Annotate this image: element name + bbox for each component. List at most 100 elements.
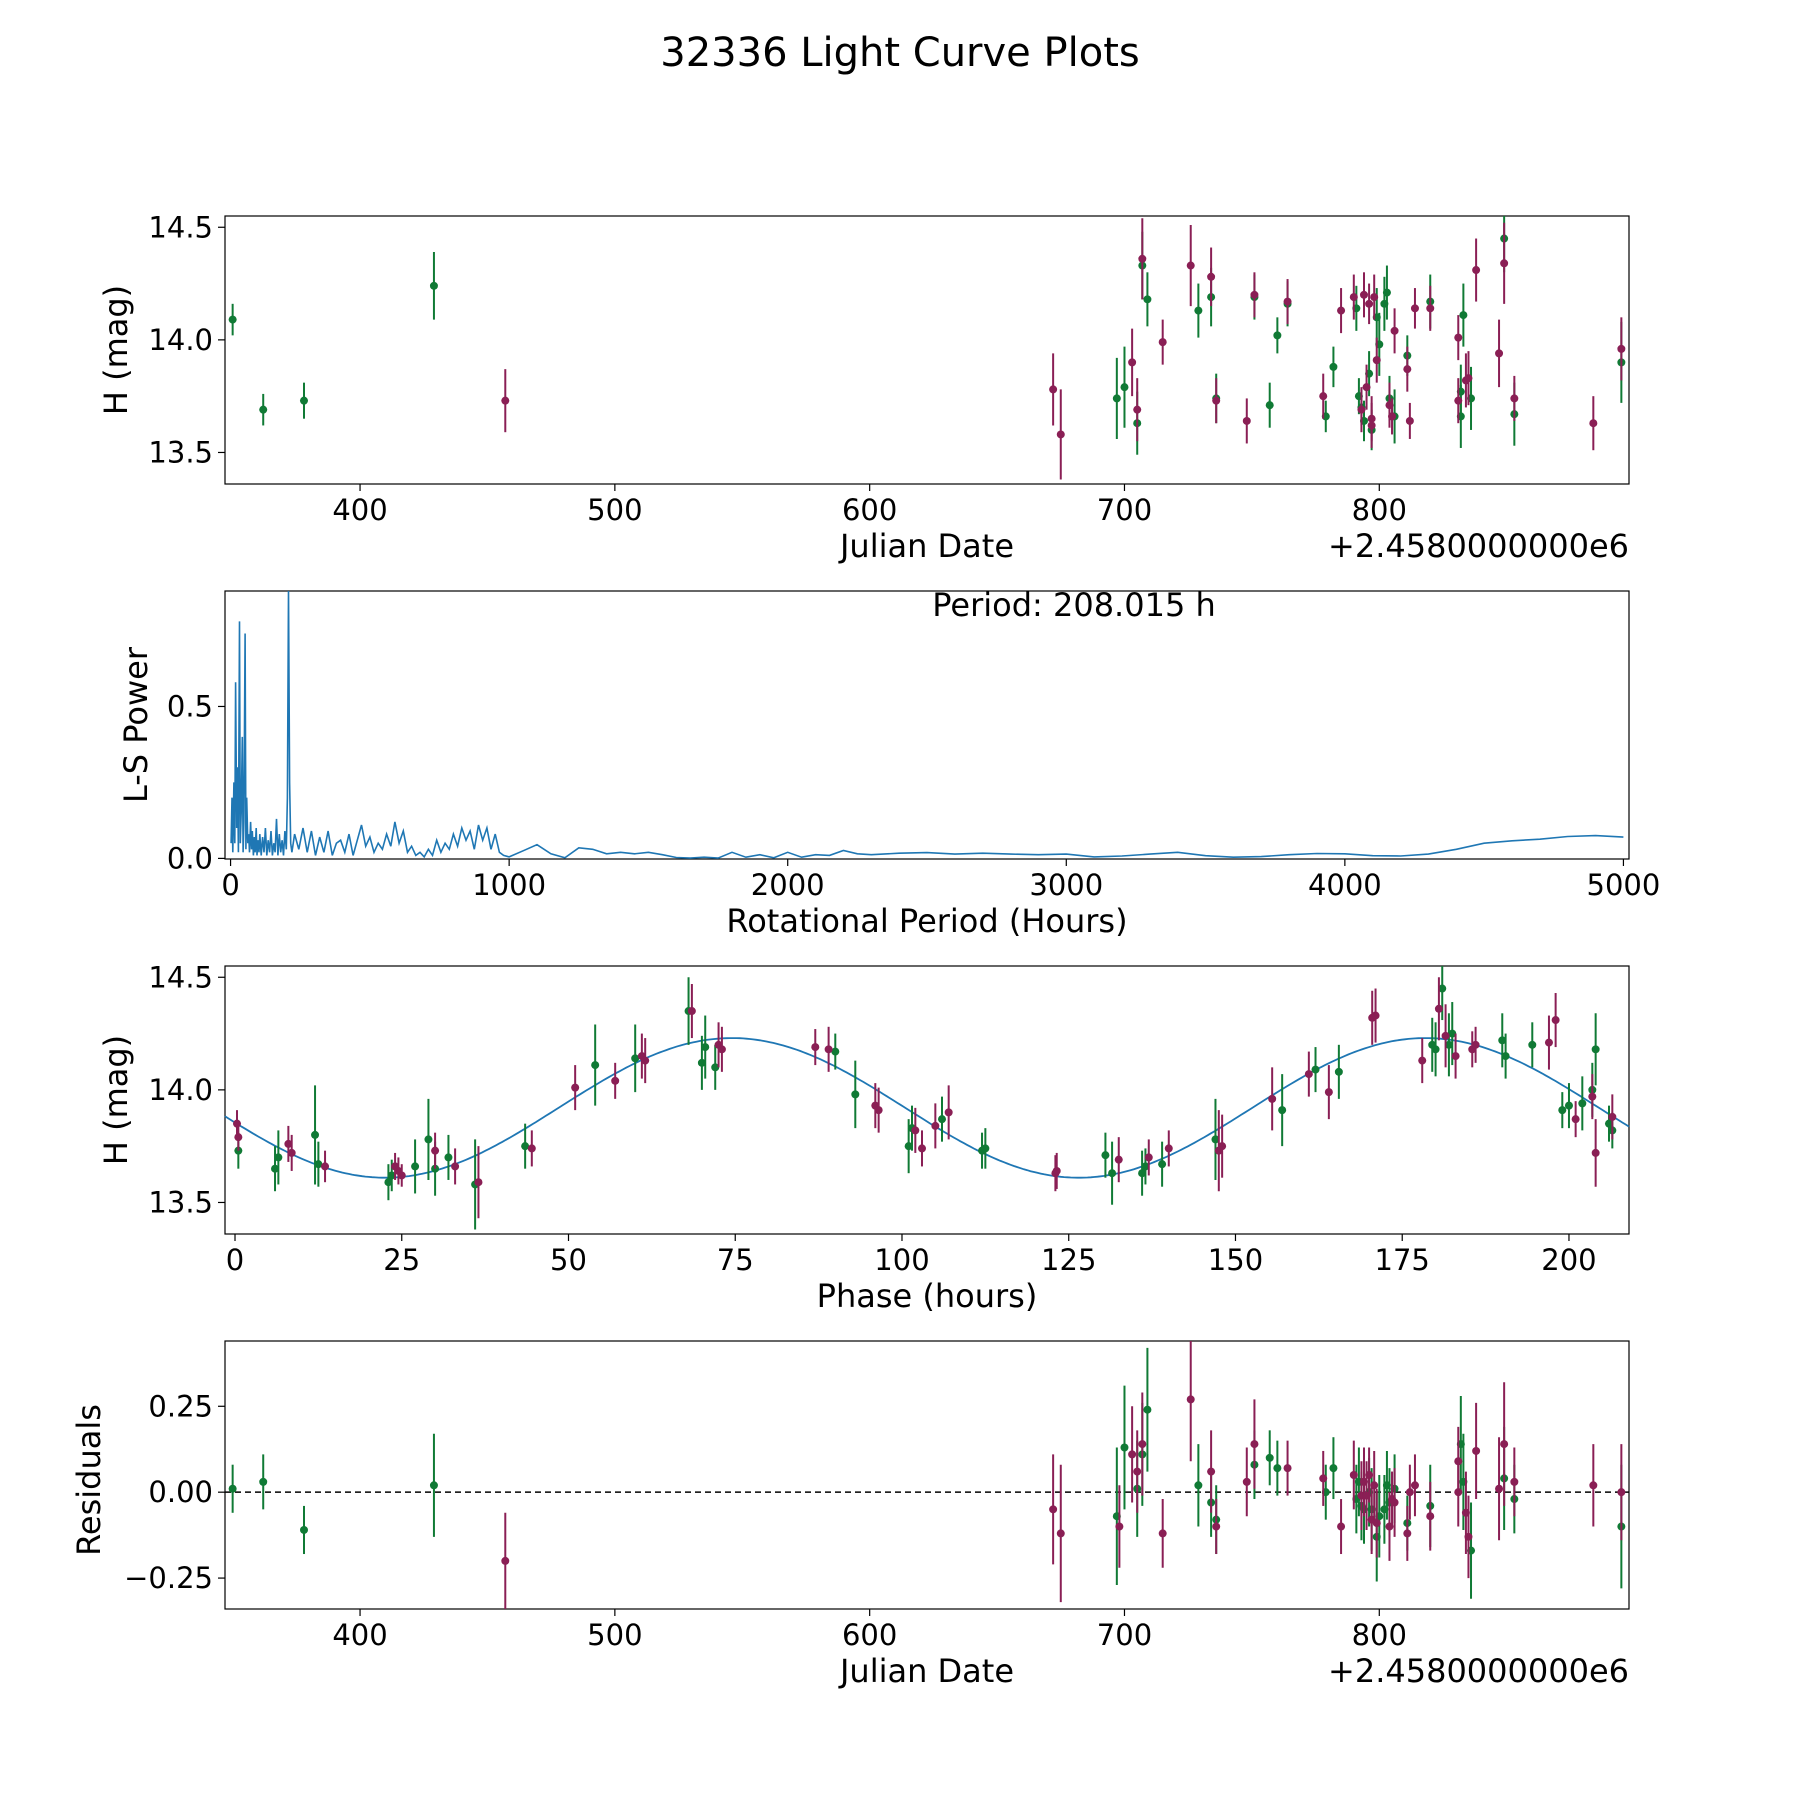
data-point: [1056, 1529, 1065, 1538]
light-curve-offset-label: +2.4580000000e6: [1328, 527, 1629, 565]
data-point: [527, 1144, 536, 1153]
y-tick-label: 0.00: [148, 1475, 213, 1509]
data-point: [259, 1477, 268, 1486]
data-points: [228, 216, 1626, 480]
data-point: [1365, 299, 1374, 308]
data-point: [1138, 1169, 1147, 1178]
data-point: [1218, 1142, 1227, 1151]
phased-curve-panel: 0 25 50 75 100 125 150 175 200 13.5 14.0 14.5 Phase…: [97, 960, 1630, 1315]
period-annotation: Period: 208.015 h: [932, 586, 1216, 624]
light-curve-points: [228, 216, 1626, 480]
data-point: [1108, 1169, 1117, 1178]
data-point: [1212, 396, 1221, 405]
data-point: [717, 1045, 726, 1054]
data-point: [1362, 383, 1371, 392]
periodogram-line: [230, 590, 1624, 859]
data-point: [429, 281, 438, 290]
data-point: [1564, 1101, 1573, 1110]
fit-curve: [224, 1037, 1630, 1179]
data-point: [1359, 290, 1368, 299]
data-point: [1186, 261, 1195, 270]
data-point: [1454, 396, 1463, 405]
data-point: [1617, 344, 1626, 353]
data-point: [1367, 421, 1376, 430]
data-point: [1115, 1522, 1124, 1531]
x-tick-label: 75: [717, 1243, 754, 1277]
periodogram-xlabel: Rotational Period (Hours): [726, 902, 1127, 940]
data-point: [1464, 374, 1473, 383]
x-tick-label: 0: [221, 868, 239, 902]
data-point: [1158, 1160, 1167, 1169]
data-point: [259, 405, 268, 414]
data-point: [1472, 1446, 1481, 1455]
figure-title: 32336 Light Curve Plots: [660, 30, 1139, 76]
data-point: [1434, 1004, 1443, 1013]
x-tick-label: 500: [587, 493, 642, 527]
data-point: [1337, 1522, 1346, 1531]
data-point: [1128, 358, 1137, 367]
data-point: [1194, 1481, 1203, 1490]
data-point: [274, 1153, 283, 1162]
data-point: [1578, 1099, 1587, 1108]
periodogram-ticks: 0 1000 2000 3000 4000 5000 0.0 0.5: [167, 689, 1660, 902]
data-point: [314, 1160, 323, 1169]
data-point: [1551, 1016, 1560, 1025]
data-point: [1444, 1040, 1453, 1049]
x-tick-label: 800: [1352, 493, 1407, 527]
data-point: [1250, 290, 1259, 299]
data-point: [1337, 306, 1346, 315]
x-tick-label: 5000: [1587, 868, 1661, 902]
data-point: [501, 1556, 510, 1565]
data-point: [1141, 1162, 1150, 1171]
data-point: [451, 1162, 460, 1171]
data-point: [851, 1090, 860, 1099]
data-point: [424, 1135, 433, 1144]
data-point: [287, 1148, 296, 1157]
data-point: [1212, 1522, 1221, 1531]
data-point: [233, 1119, 242, 1128]
data-point: [228, 315, 237, 324]
x-tick-label: 100: [874, 1243, 929, 1277]
data-point: [1454, 333, 1463, 342]
data-point: [811, 1043, 820, 1052]
data-point: [501, 396, 510, 405]
data-point: [1120, 383, 1129, 392]
data-point: [1056, 430, 1065, 439]
data-point: [687, 1007, 696, 1016]
data-point: [931, 1121, 940, 1130]
x-tick-label: 700: [1097, 493, 1152, 527]
data-point: [1617, 1488, 1626, 1497]
data-point: [1431, 1045, 1440, 1054]
data-point: [1426, 304, 1435, 313]
x-tick-label: 4000: [1308, 868, 1382, 902]
data-point: [1454, 1488, 1463, 1497]
phased-curve-xlabel: Phase (hours): [817, 1277, 1038, 1315]
periodogram-axes-frame: [224, 590, 1630, 860]
data-point: [1608, 1112, 1617, 1121]
data-point: [1319, 392, 1328, 401]
data-point: [1133, 1467, 1142, 1476]
data-point: [1591, 1148, 1600, 1157]
data-point: [1158, 338, 1167, 347]
x-tick-label: 2000: [751, 868, 825, 902]
data-point: [917, 1144, 926, 1153]
data-point: [1329, 362, 1338, 371]
x-tick-label: 3000: [1029, 868, 1103, 902]
residuals-xlabel: Julian Date: [838, 1652, 1014, 1690]
data-point: [321, 1162, 330, 1171]
y-tick-label: 13.5: [148, 435, 213, 469]
data-point: [1207, 272, 1216, 281]
data-point: [1591, 1045, 1600, 1054]
data-points: [233, 966, 1617, 1230]
data-point: [591, 1061, 600, 1070]
data-point: [1324, 1088, 1333, 1097]
data-point: [631, 1054, 640, 1063]
data-point: [1571, 1115, 1580, 1124]
x-tick-label: 150: [1208, 1243, 1263, 1277]
residuals-points: [225, 1341, 1629, 1609]
x-tick-label: 700: [1097, 1618, 1152, 1652]
data-point: [1143, 1405, 1152, 1414]
data-point: [1349, 293, 1358, 302]
data-points: [228, 1341, 1626, 1609]
